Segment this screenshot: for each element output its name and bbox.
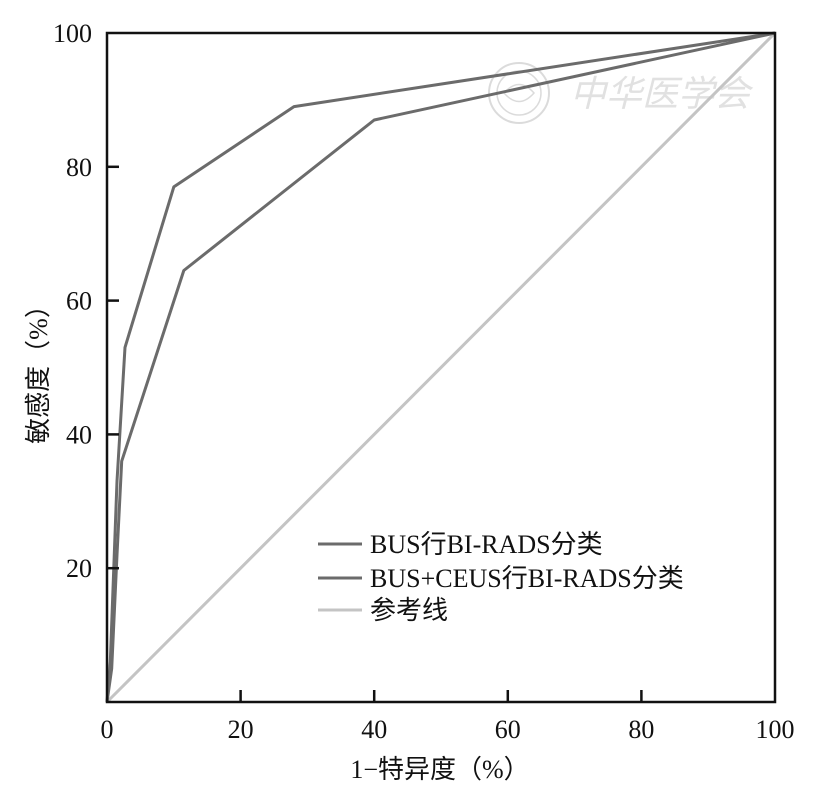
legend-label-1: BUS+CEUS行BI-RADS分类 (370, 564, 684, 593)
plot-frame (105, 31, 777, 704)
y-tick-label: 80 (66, 153, 92, 182)
watermark-seal-icon (488, 62, 550, 124)
x-tick-label: 80 (628, 715, 654, 744)
y-axis-title: 敏感度（%） (24, 292, 53, 444)
y-tick-label: 60 (66, 287, 92, 316)
watermark-text: 中华医学会 (570, 74, 754, 115)
y-tick-label: 40 (66, 420, 92, 449)
x-tick-label: 0 (101, 715, 114, 744)
series-line-0 (105, 31, 776, 703)
legend-label-2: 参考线 (370, 596, 448, 625)
series-line-2 (105, 31, 777, 704)
watermark: 中华医学会 (488, 62, 754, 124)
y-tick-label: 100 (53, 19, 92, 48)
legend-label-0: BUS行BI-RADS分类 (370, 530, 603, 559)
x-tick-label: 40 (361, 715, 387, 744)
x-tick-label: 20 (228, 715, 254, 744)
series-line-1 (105, 31, 776, 703)
x-tick-label: 100 (756, 715, 795, 744)
x-axis-title: 1−特异度（%） (350, 755, 529, 784)
x-tick-label: 60 (495, 715, 521, 744)
y-tick-label: 20 (66, 554, 92, 583)
